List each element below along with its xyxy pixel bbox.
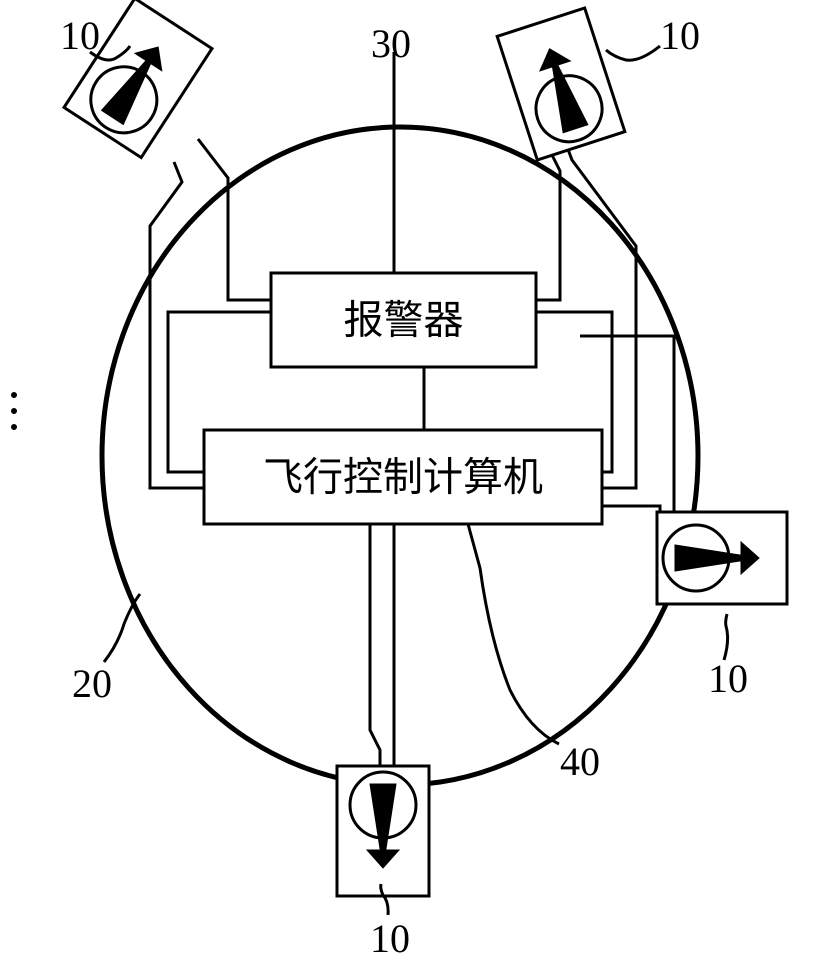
callout-leader-c40 — [468, 524, 559, 744]
callout-label-tr: 10 — [660, 12, 700, 59]
callout-leader-c20 — [104, 594, 140, 662]
callout-label-20: 20 — [72, 660, 112, 707]
ellipsis-dot-0 — [11, 392, 17, 398]
ellipsis-dot-2 — [11, 424, 17, 430]
callout-leader-r — [724, 614, 728, 660]
sensor-r — [657, 512, 787, 604]
sensor-tr — [497, 8, 625, 160]
callout-leader-tr — [606, 46, 660, 60]
ellipsis-dot-1 — [11, 408, 17, 414]
box-computer-label: 飞行控制计算机 — [263, 455, 543, 500]
callout-label-tl: 10 — [60, 12, 100, 59]
box-alarm-label: 报警器 — [344, 298, 464, 343]
callout-label-b: 10 — [370, 915, 410, 962]
callout-label-r: 10 — [708, 655, 748, 702]
callout-label-40: 40 — [560, 738, 600, 785]
callout-label-30: 30 — [371, 20, 411, 67]
sensor-b — [337, 766, 429, 896]
wire-7 — [602, 506, 660, 568]
wire-4 — [150, 162, 204, 488]
wire-9 — [370, 524, 380, 776]
diagram-stage: 报警器飞行控制计算机 10 10 10 10 30 40 20 — [0, 0, 829, 942]
